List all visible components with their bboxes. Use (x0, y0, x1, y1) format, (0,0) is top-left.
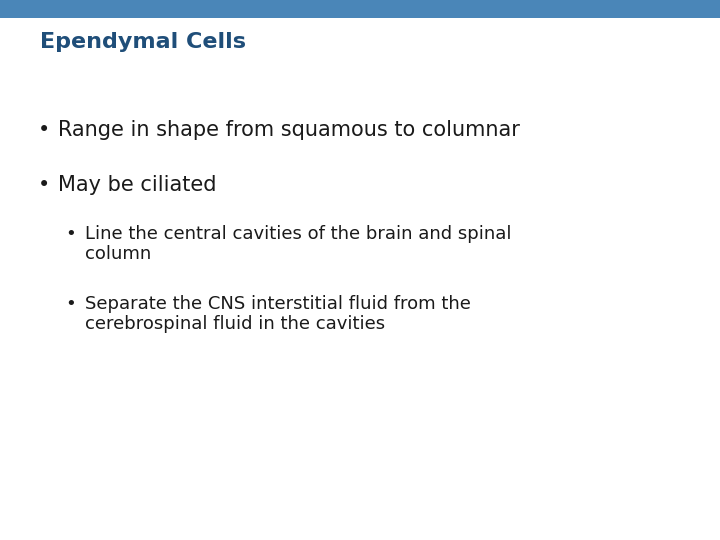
Text: •: • (38, 120, 50, 140)
Text: cerebrospinal fluid in the cavities: cerebrospinal fluid in the cavities (85, 315, 385, 333)
Text: May be ciliated: May be ciliated (58, 175, 217, 195)
Text: column: column (85, 245, 151, 263)
Text: Line the central cavities of the brain and spinal: Line the central cavities of the brain a… (85, 225, 511, 243)
Text: Range in shape from squamous to columnar: Range in shape from squamous to columnar (58, 120, 520, 140)
Text: •: • (65, 225, 76, 243)
Text: Separate the CNS interstitial fluid from the: Separate the CNS interstitial fluid from… (85, 295, 471, 313)
Bar (0, 0, 720, 18)
Text: •: • (38, 175, 50, 195)
Text: •: • (65, 295, 76, 313)
Text: Ependymal Cells: Ependymal Cells (40, 32, 246, 52)
